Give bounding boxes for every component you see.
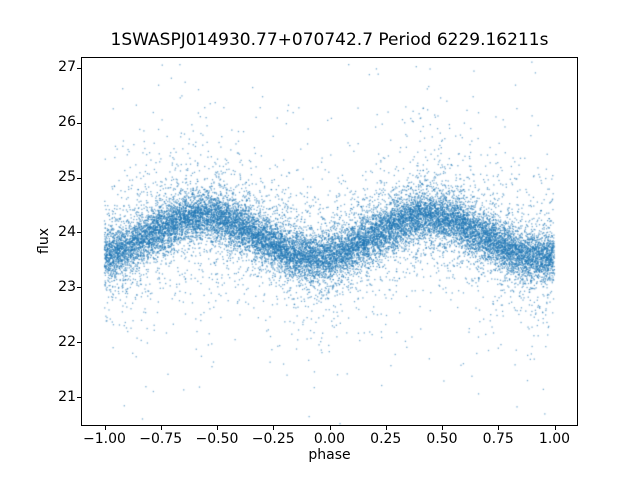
x-tick-label: 0.00	[313, 431, 346, 447]
x-tick-mark	[217, 426, 218, 430]
y-tick-mark	[77, 232, 81, 234]
x-tick-mark	[498, 426, 500, 430]
x-tick-mark	[104, 426, 106, 430]
x-tick-mark	[273, 426, 275, 430]
y-tick-label: 26	[58, 114, 76, 131]
plot-area	[81, 57, 578, 426]
y-tick-mark	[77, 287, 81, 289]
x-tick-mark	[554, 426, 556, 430]
y-tick-mark	[77, 122, 81, 124]
y-tick-mark	[77, 342, 81, 344]
x-tick-label: −0.25	[251, 431, 295, 447]
y-tick-mark	[77, 177, 81, 179]
x-tick-mark	[160, 426, 162, 430]
scatter-canvas	[82, 58, 577, 425]
x-axis-label: phase	[308, 447, 351, 463]
x-tick-label: −0.50	[195, 431, 239, 447]
y-tick-label: 21	[58, 388, 76, 405]
y-tick-label: 23	[58, 278, 76, 295]
x-tick-label: 0.25	[370, 431, 402, 447]
x-tick-mark	[385, 426, 387, 430]
x-tick-mark	[329, 426, 331, 430]
x-tick-label: 1.00	[538, 431, 571, 447]
y-tick-label: 25	[58, 169, 76, 186]
y-tick-mark	[77, 397, 81, 399]
x-tick-mark	[442, 426, 443, 430]
chart-title: 1SWASPJ014930.77+070742.7 Period 6229.16…	[110, 30, 549, 50]
x-tick-label: −0.75	[139, 431, 183, 447]
y-tick-label: 24	[58, 223, 76, 240]
y-tick-label: 22	[58, 333, 76, 350]
x-tick-label: 0.50	[426, 431, 458, 447]
y-tick-label: 27	[58, 59, 76, 76]
x-tick-label: −1.00	[83, 431, 126, 447]
x-tick-label: 0.75	[482, 431, 514, 447]
y-tick-mark	[77, 67, 81, 69]
